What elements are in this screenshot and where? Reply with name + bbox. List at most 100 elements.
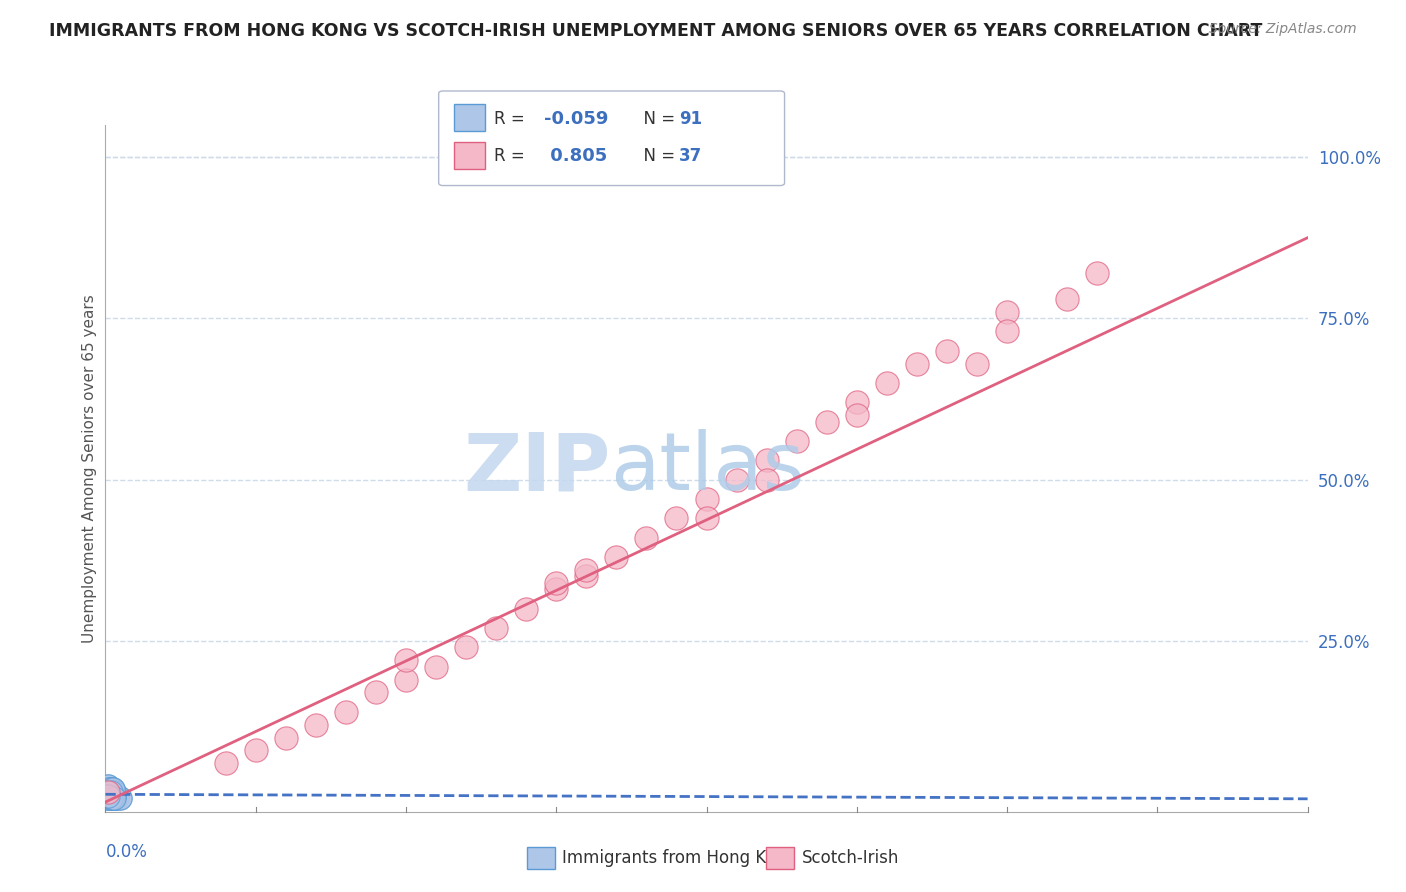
- Point: [98, 787, 121, 801]
- Point: [454, 640, 477, 655]
- Point: [98, 791, 121, 805]
- Point: [100, 785, 122, 799]
- Text: Immigrants from Hong Kong: Immigrants from Hong Kong: [562, 849, 797, 867]
- Text: 37: 37: [679, 147, 703, 165]
- Point: [101, 789, 124, 803]
- Point: [103, 789, 125, 803]
- Point: [214, 756, 236, 771]
- Point: [995, 324, 1018, 338]
- Point: [100, 782, 122, 797]
- Point: [101, 791, 124, 805]
- Point: [845, 395, 868, 409]
- Point: [97, 787, 120, 801]
- Point: [103, 790, 125, 805]
- Point: [696, 511, 718, 525]
- Text: IMMIGRANTS FROM HONG KONG VS SCOTCH-IRISH UNEMPLOYMENT AMONG SENIORS OVER 65 YEA: IMMIGRANTS FROM HONG KONG VS SCOTCH-IRIS…: [49, 22, 1263, 40]
- Text: 0.805: 0.805: [544, 147, 607, 165]
- Point: [100, 785, 122, 799]
- Point: [97, 787, 120, 801]
- Text: N =: N =: [633, 110, 681, 128]
- Point: [103, 791, 125, 805]
- Point: [546, 582, 568, 597]
- Point: [97, 791, 120, 805]
- Point: [97, 789, 120, 803]
- Point: [97, 780, 120, 795]
- Point: [103, 789, 125, 804]
- Point: [97, 789, 120, 803]
- Point: [575, 569, 598, 583]
- Text: R =: R =: [494, 110, 530, 128]
- Point: [110, 790, 132, 805]
- Point: [101, 789, 124, 803]
- Point: [98, 785, 121, 799]
- Point: [636, 531, 658, 545]
- Point: [97, 785, 120, 799]
- Point: [876, 376, 898, 390]
- Point: [97, 787, 120, 801]
- Text: -0.059: -0.059: [544, 110, 609, 128]
- Point: [103, 789, 125, 803]
- Text: 91: 91: [679, 110, 702, 128]
- Point: [103, 791, 125, 805]
- Point: [103, 789, 125, 803]
- Point: [97, 779, 120, 793]
- Point: [97, 790, 120, 805]
- Point: [755, 473, 778, 487]
- Point: [110, 790, 132, 805]
- Point: [605, 549, 627, 564]
- Point: [97, 790, 120, 805]
- Point: [101, 782, 124, 797]
- Point: [97, 789, 120, 804]
- Point: [575, 563, 598, 577]
- Text: Source: ZipAtlas.com: Source: ZipAtlas.com: [1209, 22, 1357, 37]
- Y-axis label: Unemployment Among Seniors over 65 years: Unemployment Among Seniors over 65 years: [82, 294, 97, 642]
- Point: [98, 785, 121, 799]
- Text: R =: R =: [494, 147, 530, 165]
- Point: [100, 782, 122, 797]
- Point: [107, 790, 129, 805]
- Point: [96, 789, 118, 803]
- Point: [100, 789, 122, 803]
- Point: [103, 785, 125, 799]
- Point: [100, 782, 122, 797]
- Point: [100, 789, 122, 803]
- Point: [97, 789, 120, 803]
- Point: [97, 779, 120, 793]
- Point: [97, 785, 120, 799]
- Point: [97, 783, 120, 797]
- Point: [755, 453, 778, 467]
- Point: [100, 782, 122, 797]
- Text: ZIP: ZIP: [463, 429, 610, 508]
- Text: N =: N =: [633, 147, 681, 165]
- Point: [100, 785, 122, 799]
- Point: [515, 601, 537, 615]
- Point: [725, 473, 748, 487]
- Point: [395, 673, 418, 687]
- Point: [364, 685, 387, 699]
- Point: [97, 787, 120, 801]
- Point: [101, 789, 124, 803]
- Text: atlas: atlas: [610, 429, 804, 508]
- Point: [100, 787, 122, 801]
- Point: [103, 789, 125, 803]
- Point: [97, 785, 120, 799]
- Point: [100, 789, 122, 803]
- Point: [101, 791, 124, 805]
- Point: [98, 782, 121, 797]
- Point: [97, 789, 120, 803]
- Point: [100, 785, 122, 799]
- Text: Scotch-Irish: Scotch-Irish: [801, 849, 898, 867]
- Point: [103, 791, 125, 805]
- Point: [395, 653, 418, 667]
- Point: [101, 782, 124, 797]
- Point: [100, 782, 122, 797]
- Point: [425, 659, 447, 673]
- Point: [100, 785, 122, 799]
- Point: [103, 785, 125, 799]
- Point: [100, 791, 122, 805]
- Point: [101, 790, 124, 805]
- Point: [100, 785, 122, 799]
- Point: [100, 782, 122, 797]
- Point: [101, 789, 124, 803]
- Point: [97, 782, 120, 797]
